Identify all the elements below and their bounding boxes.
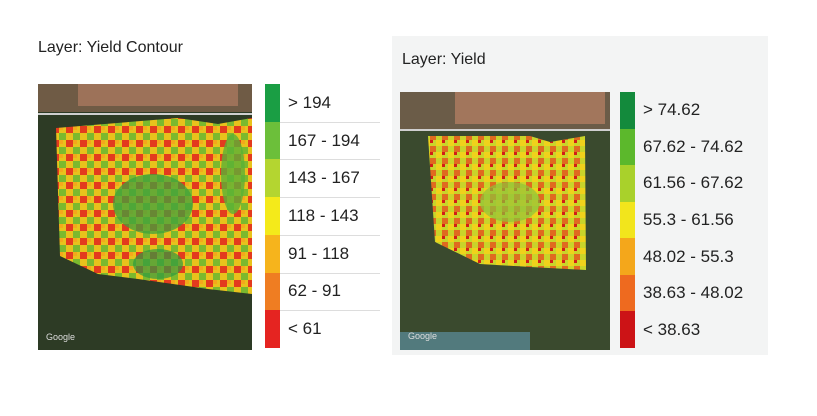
legend-label: > 74.62 [643,100,701,120]
legend-label: 62 - 91 [288,281,341,301]
legend-label: > 194 [288,92,332,112]
legend-swatch [620,92,635,129]
legend-item: 38.63 - 48.02 [620,274,760,312]
panel-title: Layer: Yield Contour [38,39,183,56]
legend-swatch [620,165,635,202]
legend-item: 67.62 - 74.62 [620,128,760,166]
map: Google [400,92,610,350]
map-watermark: Google [46,332,75,342]
legend-label: 143 - 167 [288,168,360,188]
map: Google [38,84,252,350]
legend: > 194 167 - 194 143 - 167 118 - 143 91 - 118… [265,84,380,348]
legend-label: 38.63 - 48.02 [643,283,744,303]
legend-label: 61.56 - 67.62 [643,173,744,193]
legend-swatch [265,84,280,122]
legend-label: 118 - 143 [288,205,359,225]
legend-item: < 38.63 [620,311,760,348]
legend-swatch [620,311,635,348]
map-watermark: Google [408,331,437,341]
legend-item: < 61 [265,310,380,348]
legend-item: 167 - 194 [265,121,380,161]
legend-item: > 74.62 [620,92,760,129]
legend-item: 118 - 143 [265,197,380,236]
legend-label: 48.02 - 55.3 [643,246,734,266]
panel-title: Layer: Yield [402,51,486,68]
legend-swatch [265,121,280,160]
legend-label: 167 - 194 [288,130,360,150]
legend-label: 91 - 118 [288,243,350,263]
legend-swatch [265,197,280,235]
legend-label: 67.62 - 74.62 [643,136,744,156]
legend-swatch [620,238,635,275]
legend-swatch [620,201,635,239]
legend-swatch [620,128,635,166]
legend: > 74.62 67.62 - 74.62 61.56 - 67.62 55.3 - … [620,92,760,348]
legend-label: 55.3 - 61.56 [643,209,734,229]
legend-swatch [265,310,280,348]
legend-swatch [265,159,280,198]
legend-label: < 38.63 [643,319,701,339]
legend-item: 91 - 118 [265,234,380,274]
legend-item: > 194 [265,84,380,123]
legend-swatch [265,234,280,273]
legend-swatch [265,272,280,311]
legend-item: 62 - 91 [265,272,380,312]
legend-swatch [620,274,635,312]
legend-label: < 61 [288,319,322,339]
legend-item: 61.56 - 67.62 [620,165,760,202]
legend-item: 143 - 167 [265,159,380,199]
legend-item: 55.3 - 61.56 [620,201,760,239]
legend-item: 48.02 - 55.3 [620,238,760,275]
